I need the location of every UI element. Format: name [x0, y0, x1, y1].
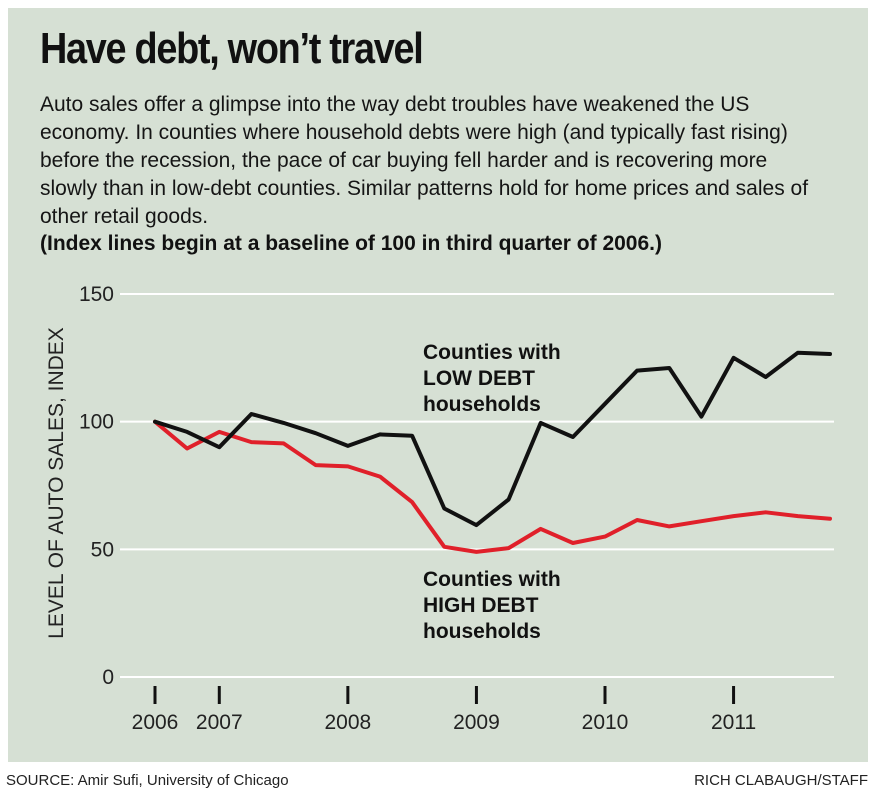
x-tick-label: 2007	[196, 711, 243, 734]
low-debt-series-line	[153, 350, 832, 528]
grid-layer	[120, 293, 834, 678]
y-tick-label: 100	[79, 411, 114, 434]
x-tick-label: 2006	[132, 711, 179, 734]
chart-panel	[8, 8, 868, 762]
series-layer	[153, 350, 832, 554]
y-tick-label: 50	[91, 538, 114, 561]
chart-title: Have debt, won’t travel	[40, 24, 424, 73]
x-tick-label: 2008	[324, 711, 371, 734]
high-debt-annotation-line: Counties with	[423, 568, 561, 591]
low-debt-annotation-line: households	[423, 393, 541, 416]
staff-credit: RICH CLABAUGH/STAFF	[694, 772, 868, 789]
y-tick-label: 0	[102, 666, 114, 689]
source-note: SOURCE: Amir Sufi, University of Chicago	[6, 772, 289, 789]
high-debt-annotation-line: HIGH DEBT	[423, 594, 539, 617]
low-debt-annotation-line: Counties with	[423, 341, 561, 364]
y-tick-label: 150	[79, 283, 114, 306]
x-tick-label: 2011	[711, 711, 756, 734]
annotation-layer: Counties with LOW DEBT households Counties …	[423, 341, 561, 643]
baseline-note: (Index lines begin at a baseline of 100 …	[40, 232, 662, 255]
chart-subtitle: Auto sales offer a glimpse into the way …	[40, 93, 809, 228]
x-ticks-layer: 2006 2007 2008 2009 2010 2011	[132, 686, 756, 734]
high-debt-annotation-line: households	[423, 620, 541, 643]
x-tick-label: 2009	[453, 711, 500, 734]
y-axis-label: LEVEL OF AUTO SALES, INDEX	[45, 327, 68, 639]
low-debt-annotation-line: LOW DEBT	[423, 367, 535, 390]
x-tick-label: 2010	[582, 711, 629, 734]
high-debt-series-line	[153, 419, 832, 554]
y-ticks-layer: 0 50 100 150	[79, 283, 114, 689]
